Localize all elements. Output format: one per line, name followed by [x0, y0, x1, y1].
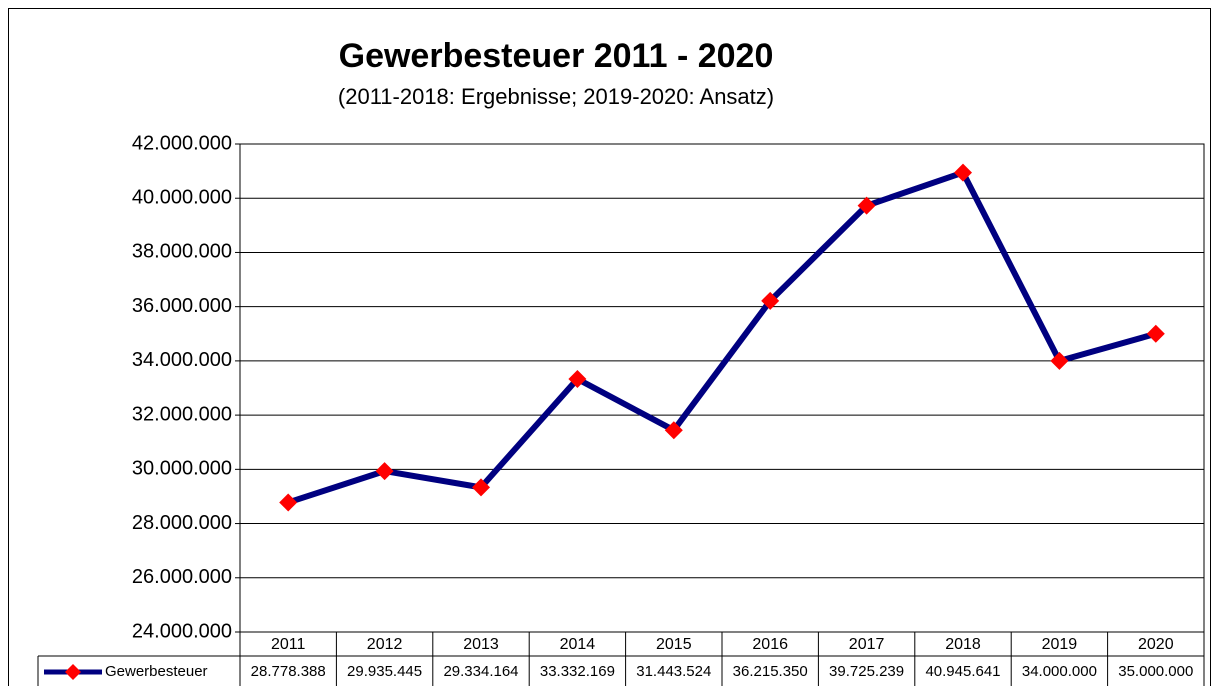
x-tick-label: 2015	[656, 636, 692, 653]
data-label: 39.725.239	[829, 663, 904, 680]
marker	[954, 163, 972, 182]
data-label: 28.778.388	[251, 663, 326, 680]
y-tick-label: 30.000.000	[132, 458, 232, 480]
data-label: 29.935.445	[347, 663, 422, 680]
y-tick-label: 28.000.000	[132, 512, 232, 534]
marker	[761, 291, 780, 310]
data-label: 33.332.169	[540, 663, 615, 680]
x-tick-label: 2014	[560, 636, 596, 653]
chart-frame	[8, 8, 1211, 686]
legend-marker	[65, 664, 81, 680]
y-tick-label: 26.000.000	[132, 566, 232, 588]
x-tick-label: 2013	[463, 636, 499, 653]
x-tick-label: 2019	[1042, 636, 1078, 653]
data-label: 29.334.164	[443, 663, 518, 680]
line	[287, 169, 1157, 506]
marker	[1146, 324, 1165, 343]
x-tick-label: 2018	[945, 636, 981, 653]
marker	[568, 369, 587, 388]
data-label: 36.215.350	[733, 663, 808, 680]
chart-subtitle: (2011-2018: Ergebnisse; 2019-2020: Ansat…	[338, 84, 774, 109]
marker	[1050, 351, 1069, 370]
x-tick-label: 2012	[367, 636, 403, 653]
y-tick-label: 42.000.000	[132, 132, 232, 154]
data-label: 34.000.000	[1022, 663, 1097, 680]
y-tick-label: 34.000.000	[132, 349, 232, 371]
marker	[472, 478, 490, 497]
data-label: 35.000.000	[1118, 663, 1193, 680]
x-tick-label: 2011	[271, 636, 306, 653]
y-tick-label: 36.000.000	[132, 295, 232, 317]
x-tick-label: 2020	[1138, 636, 1174, 653]
marker	[857, 196, 876, 215]
data-label: 40.945.641	[925, 663, 1000, 680]
chart-title: Gewerbesteuer 2011 - 2020	[339, 37, 774, 75]
y-tick-label: 24.000.000	[132, 620, 232, 642]
y-tick-label: 32.000.000	[132, 403, 232, 425]
data-label: 31.443.524	[636, 663, 711, 680]
marker	[279, 493, 298, 512]
y-tick-label: 40.000.000	[132, 187, 232, 209]
x-tick-label: 2017	[849, 636, 885, 653]
marker	[375, 462, 394, 481]
x-tick-label: 2016	[752, 636, 788, 653]
marker	[664, 421, 683, 440]
legend-label: Gewerbesteuer	[105, 663, 208, 680]
y-tick-label: 38.000.000	[132, 241, 232, 263]
